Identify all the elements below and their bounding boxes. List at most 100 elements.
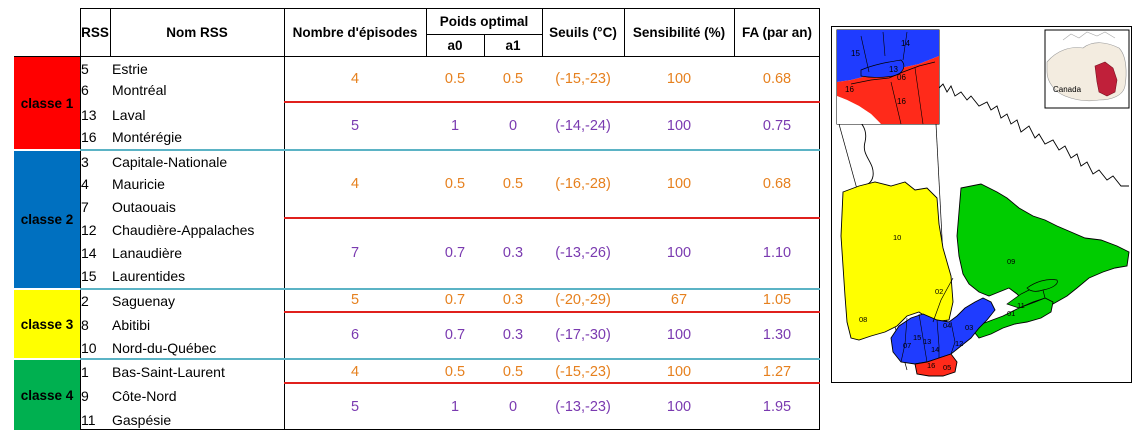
rss-number: 15 [81, 268, 97, 284]
region-label: 09 [1007, 257, 1015, 266]
sensibilite-value: 100 [666, 245, 692, 261]
a1-value: 0.3 [502, 245, 524, 261]
grid-line [284, 8, 285, 430]
region-label: 04 [943, 321, 951, 330]
a0-value: 0.5 [444, 176, 466, 192]
episodes-value: 4 [350, 71, 360, 87]
rss-number: 14 [81, 245, 97, 261]
class-separator [80, 358, 820, 360]
grid-line [426, 8, 427, 56]
grid-line [110, 8, 111, 56]
zoom-label: 06 [897, 73, 906, 82]
class-separator [80, 288, 820, 290]
grid-line [734, 8, 735, 56]
a1-value: 0.3 [502, 292, 524, 308]
sensibilite-value: 67 [670, 292, 688, 308]
class-2-label: classe 2 [20, 212, 74, 227]
rss-number: 4 [81, 176, 89, 192]
region-green-11 [1006, 287, 1046, 309]
a1-value: 0.3 [502, 327, 524, 343]
fa-value: 0.75 [762, 118, 792, 134]
a0-value: 1 [450, 118, 460, 134]
rss-name: Abitibi [112, 317, 151, 333]
fa-value: 1.10 [762, 245, 792, 261]
a0-value: 0.5 [444, 364, 466, 380]
rss-name: Laurentides [112, 268, 186, 284]
class-2-box: classe 2 [14, 151, 80, 288]
sensibilite-value: 100 [666, 176, 692, 192]
sensibilite-value: 100 [666, 118, 692, 134]
rss-name: Laval [112, 107, 146, 123]
header-fa: FA (par an) [741, 24, 812, 40]
episodes-value: 7 [350, 245, 360, 261]
seuils-value: (-15,-23) [555, 364, 611, 380]
rss-name: Capitale-Nationale [112, 154, 228, 170]
class-separator [80, 149, 820, 151]
fa-value: 1.95 [762, 399, 792, 415]
seuils-value: (-13,-26) [555, 245, 611, 261]
rss-number: 12 [81, 222, 97, 238]
region-yellow [840, 181, 954, 341]
group-separator [284, 311, 820, 313]
rss-number: 6 [81, 82, 89, 98]
header-seuils: Seuils (°C) [549, 24, 617, 40]
zoom-label: 16 [845, 85, 854, 94]
episodes-value: 5 [350, 399, 360, 415]
class-1-label: classe 1 [20, 95, 74, 111]
region-label: 07 [903, 341, 911, 350]
header-a0: a0 [447, 37, 463, 53]
region-label: 02 [935, 287, 943, 296]
results-table: RSS Nom RSS Nombre d'épisodes Poids opti… [14, 8, 820, 430]
region-label: 12 [955, 339, 963, 348]
region-red [914, 353, 958, 377]
region-label: 05 [943, 363, 951, 372]
rss-number: 16 [81, 129, 97, 145]
header-rss: RSS [81, 24, 109, 40]
region-label: 03 [965, 323, 973, 332]
rss-name: Montérégie [112, 129, 183, 145]
seuils-value: (-14,-24) [555, 118, 611, 134]
rss-name: Outaouais [112, 199, 176, 215]
zoom-label: 13 [889, 65, 898, 74]
fa-value: 1.30 [762, 327, 792, 343]
canada-label: Canada [1053, 85, 1082, 94]
class-4-box: classe 4 [14, 360, 80, 430]
episodes-value: 5 [350, 118, 360, 134]
anticosti-island [1026, 279, 1058, 292]
seuils-value: (-20,-29) [555, 292, 611, 308]
quebec-map: 14 15 13 06 16 16 Canada 01 02 03 04 05 … [831, 26, 1132, 383]
episodes-value: 6 [350, 327, 360, 343]
rss-name: Gaspésie [112, 412, 172, 428]
grid-line [80, 8, 81, 430]
a0-value: 0.7 [444, 327, 466, 343]
rss-name: Saguenay [112, 293, 176, 309]
region-label: 01 [1007, 309, 1015, 318]
zoom-label: 16 [897, 97, 906, 106]
grid-line [819, 8, 820, 430]
a1-value: 0 [508, 399, 518, 415]
group-separator [284, 101, 820, 103]
fa-value: 1.05 [762, 292, 792, 308]
fa-value: 0.68 [762, 176, 792, 192]
north-coastline [938, 83, 1129, 187]
seuils-value: (-15,-23) [555, 71, 611, 87]
a0-value: 0.5 [444, 71, 466, 87]
zoom-region-white [837, 96, 881, 124]
sensibilite-value: 100 [666, 364, 692, 380]
rss-number: 8 [81, 317, 89, 333]
rss-name: Montréal [112, 82, 167, 98]
grid-line [624, 8, 625, 56]
grid-line [14, 56, 820, 57]
rss-number: 7 [81, 199, 89, 215]
seuils-value: (-16,-28) [555, 176, 611, 192]
zoom-label: 14 [901, 39, 910, 48]
group-separator [284, 217, 820, 219]
sensibilite-value: 100 [666, 399, 692, 415]
seuils-value: (-17,-30) [555, 327, 611, 343]
region-label: 14 [931, 345, 939, 354]
a0-value: 0.7 [444, 245, 466, 261]
region-label: 13 [923, 337, 931, 346]
fa-value: 1.27 [762, 364, 792, 380]
a0-value: 0.7 [444, 292, 466, 308]
rss-name: Mauricie [112, 176, 165, 192]
